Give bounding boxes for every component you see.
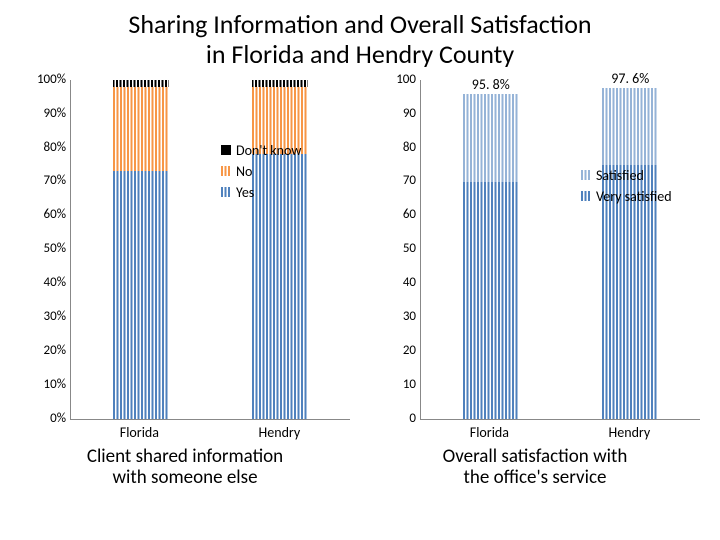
segment-satisfied	[463, 94, 519, 181]
left-x-labels: Florida Hendry	[70, 424, 350, 441]
bar-hendry	[252, 80, 308, 419]
right-subtitle-l2: the office's service	[464, 466, 607, 489]
x-label: Florida	[120, 424, 159, 441]
x-label: Hendry	[259, 424, 301, 441]
legend-item-very: Very satisfied	[581, 186, 672, 207]
right-plot-area: 0102030405060708090100 95. 8%97. 6% Sati…	[420, 80, 700, 420]
main-title: Sharing Information and Overall Satisfac…	[20, 10, 700, 70]
legend-color-icon	[221, 145, 231, 155]
segment-yes	[113, 171, 169, 418]
title-line1: Sharing Information and Overall Satisfac…	[128, 8, 591, 40]
left-subtitle-l1: Client shared information	[87, 445, 283, 468]
left-legend: Don't knowNoYes	[221, 140, 301, 203]
legend-label: No	[236, 161, 252, 182]
x-label: Florida	[470, 424, 509, 441]
right-y-ticks: 0102030405060708090100	[371, 80, 421, 419]
right-chart: 0102030405060708090100 95. 8% 97. 6% Sati…	[370, 80, 700, 489]
legend-color-icon	[221, 187, 231, 197]
left-subtitle-l2: with someone else	[112, 466, 257, 489]
legend-label: Yes	[236, 182, 254, 203]
x-label: Hendry	[609, 424, 651, 441]
right-subtitle-l1: Overall satisfaction with	[443, 445, 628, 468]
right-subtitle: Overall satisfaction with the office's s…	[370, 447, 700, 489]
legend-color-icon	[581, 170, 591, 180]
charts-row: 0%10%20%30%40%50%60%70%80%90%100% Don't …	[20, 80, 700, 489]
segment-no	[113, 87, 169, 172]
left-subtitle: Client shared information with someone e…	[20, 447, 350, 489]
left-chart: 0%10%20%30%40%50%60%70%80%90%100% Don't …	[20, 80, 350, 489]
legend-label: Very satisfied	[596, 186, 672, 207]
bar-hendry: 97. 6%	[602, 88, 658, 419]
segment-dontknow	[113, 80, 169, 87]
segment-dontknow	[252, 80, 308, 87]
legend-item-satisfied: Satisfied	[581, 165, 672, 186]
legend-label: Don't know	[236, 140, 301, 161]
legend-color-icon	[581, 191, 591, 201]
left-y-ticks: 0%10%20%30%40%50%60%70%80%90%100%	[21, 80, 71, 419]
title-line2: in Florida and Hendry County	[206, 38, 514, 70]
legend-color-icon	[221, 166, 231, 176]
data-label: 95. 8%	[472, 76, 510, 93]
left-plot-area: 0%10%20%30%40%50%60%70%80%90%100% Don't …	[70, 80, 350, 420]
bar-florida	[113, 80, 169, 419]
data-label: 97. 6%	[611, 70, 649, 87]
legend-item-yes: Yes	[221, 182, 301, 203]
segment-very	[463, 182, 519, 419]
legend-item-no: No	[221, 161, 301, 182]
right-x-labels: Florida Hendry	[420, 424, 700, 441]
bar-florida: 95. 8%	[463, 94, 519, 419]
right-legend: SatisfiedVery satisfied	[581, 165, 672, 207]
segment-satisfied	[602, 88, 658, 165]
legend-item-dontknow: Don't know	[221, 140, 301, 161]
legend-label: Satisfied	[596, 165, 644, 186]
